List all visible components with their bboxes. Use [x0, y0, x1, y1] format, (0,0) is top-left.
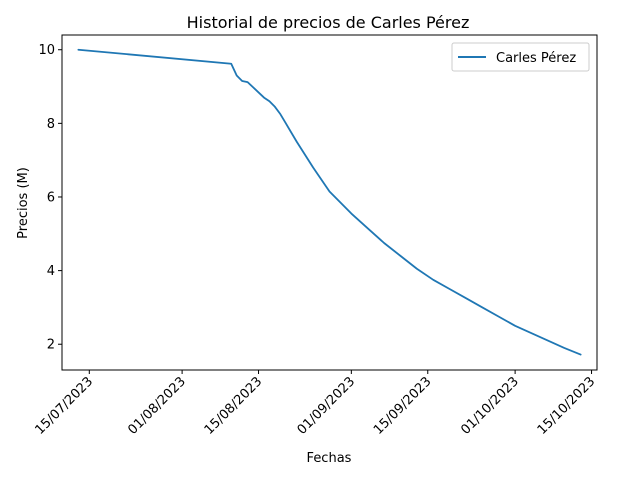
- chart-title: Historial de precios de Carles Pérez: [187, 13, 470, 32]
- y-axis-label: Precios (M): [16, 167, 31, 239]
- y-tick-label: 10: [38, 43, 55, 58]
- y-axis: 2 4 6 8 10: [38, 43, 62, 353]
- y-tick-label: 2: [47, 338, 55, 353]
- y-tick-label: 4: [47, 264, 55, 279]
- legend: Carles Pérez: [451, 42, 590, 72]
- plot-area: [77, 48, 582, 356]
- legend-label: Carles Pérez: [496, 51, 576, 66]
- y-tick-label: 6: [47, 190, 55, 205]
- y-tick-label: 8: [47, 117, 55, 132]
- series-line-0: [77, 48, 582, 356]
- x-axis-label: Fechas: [307, 451, 352, 466]
- plot-frame: [61, 34, 598, 371]
- legend-box: [451, 42, 590, 72]
